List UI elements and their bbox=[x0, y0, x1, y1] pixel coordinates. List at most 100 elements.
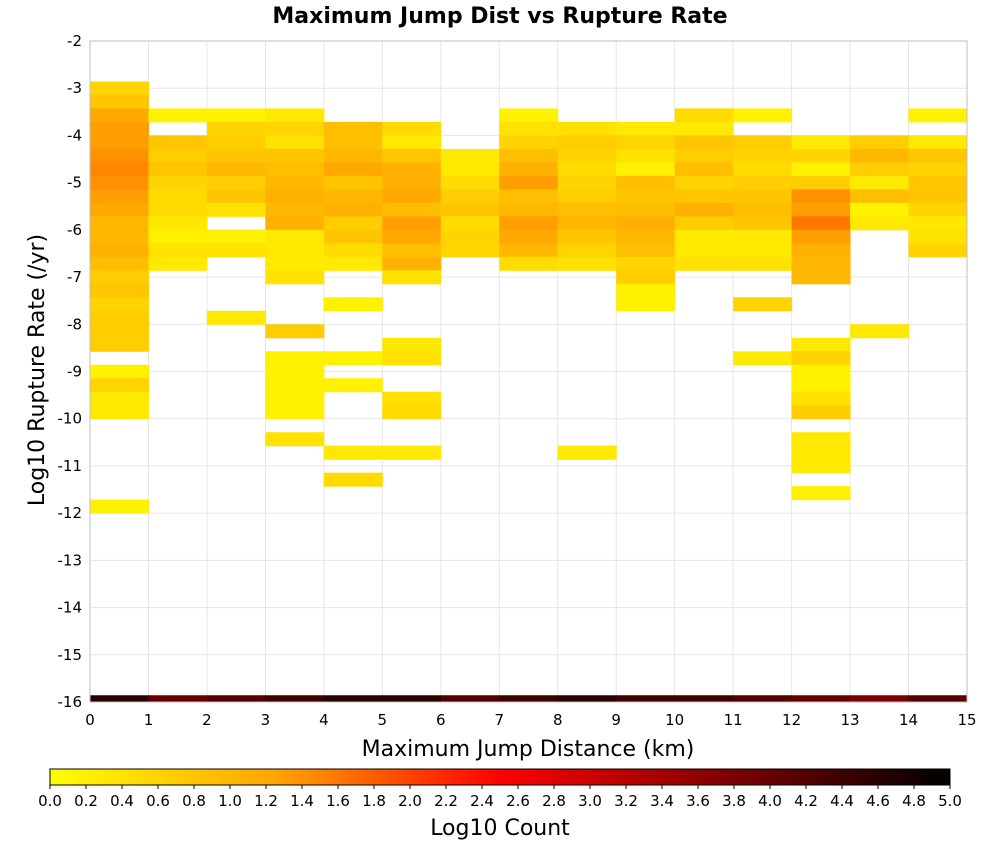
heatmap-cell bbox=[616, 121, 676, 136]
heatmap-cell bbox=[265, 108, 325, 123]
heatmap-cell bbox=[733, 216, 793, 231]
heatmap-cell bbox=[90, 81, 149, 96]
heatmap-cell bbox=[323, 121, 383, 136]
heatmap-cell bbox=[616, 216, 676, 231]
heatmap-cell bbox=[499, 243, 559, 258]
heatmap-cell bbox=[616, 283, 676, 298]
heatmap-cell bbox=[616, 148, 676, 163]
heatmap-cell bbox=[791, 162, 851, 177]
heatmap-cell bbox=[323, 175, 383, 190]
heatmap-cell bbox=[908, 202, 968, 217]
heatmap-cell bbox=[90, 364, 149, 379]
heatmap-cell bbox=[557, 445, 617, 460]
colorbar-tick-label: 3.2 bbox=[614, 792, 638, 810]
heatmap-cell bbox=[206, 229, 266, 244]
heatmap-cell bbox=[908, 695, 968, 703]
heatmap-cell bbox=[323, 351, 383, 366]
heatmap-cell bbox=[499, 695, 559, 703]
heatmap-cell bbox=[148, 202, 208, 217]
heatmap-cell bbox=[733, 695, 793, 703]
heatmap-cell bbox=[733, 135, 793, 150]
colorbar-tick-label: 4.2 bbox=[794, 792, 818, 810]
heatmap-cell bbox=[791, 270, 851, 285]
x-tick-label: 6 bbox=[436, 711, 446, 729]
heatmap-cell bbox=[674, 162, 734, 177]
heatmap-cell bbox=[908, 175, 968, 190]
heatmap-cell bbox=[323, 445, 383, 460]
x-tick-label: 11 bbox=[724, 711, 743, 729]
heatmap-cell bbox=[148, 256, 208, 271]
heatmap-cell bbox=[148, 162, 208, 177]
heatmap-cell bbox=[90, 378, 149, 393]
heatmap-cell bbox=[733, 148, 793, 163]
heatmap-cell bbox=[265, 189, 325, 204]
heatmap-cell bbox=[616, 270, 676, 285]
heatmap-cell bbox=[323, 378, 383, 393]
heatmap-cell bbox=[90, 148, 149, 163]
heatmap-cell bbox=[908, 216, 968, 231]
heatmap-cell bbox=[90, 189, 149, 204]
heatmap-cell bbox=[382, 202, 442, 217]
colorbar-tick-label: 1.0 bbox=[218, 792, 242, 810]
y-tick-label: -9 bbox=[67, 363, 82, 381]
heatmap-cell bbox=[265, 391, 325, 406]
heatmap-cell bbox=[557, 216, 617, 231]
heatmap-cell bbox=[206, 162, 266, 177]
heatmap-cell bbox=[733, 175, 793, 190]
colorbar-tick-label: 1.4 bbox=[290, 792, 314, 810]
heatmap-cell bbox=[908, 189, 968, 204]
heatmap-cell bbox=[148, 229, 208, 244]
heatmap-cell bbox=[382, 148, 442, 163]
heatmap-cell bbox=[265, 135, 325, 150]
heatmap-cell bbox=[206, 148, 266, 163]
colorbar-tick-label: 2.0 bbox=[398, 792, 422, 810]
heatmap-cell bbox=[382, 351, 442, 366]
heatmap-cell bbox=[850, 175, 910, 190]
heatmap-cell bbox=[382, 270, 442, 285]
heatmap-cell bbox=[323, 695, 383, 703]
heatmap-cell bbox=[850, 162, 910, 177]
heatmap-cell bbox=[791, 486, 851, 501]
x-tick-label: 4 bbox=[319, 711, 329, 729]
heatmap-cell bbox=[90, 337, 149, 352]
heatmap-cell bbox=[674, 121, 734, 136]
y-tick-label: -2 bbox=[67, 32, 82, 50]
heatmap-cell bbox=[382, 121, 442, 136]
heatmap-cell bbox=[323, 229, 383, 244]
heatmap-cell bbox=[791, 364, 851, 379]
heatmap-cell bbox=[265, 216, 325, 231]
heatmap-cell bbox=[382, 162, 442, 177]
heatmap-cell bbox=[908, 243, 968, 258]
heatmap-cell bbox=[440, 189, 500, 204]
heatmap-cell bbox=[90, 135, 149, 150]
heatmap-cell bbox=[148, 243, 208, 258]
heatmap-cell bbox=[148, 148, 208, 163]
heatmap-cell bbox=[791, 189, 851, 204]
heatmap-cell bbox=[908, 108, 968, 123]
heatmap-cell bbox=[791, 243, 851, 258]
y-tick-label: -12 bbox=[58, 504, 83, 522]
heatmap-cell bbox=[791, 229, 851, 244]
heatmap-cell bbox=[206, 202, 266, 217]
heatmap-cell bbox=[440, 216, 500, 231]
heatmap-cell bbox=[557, 121, 617, 136]
heatmap-cell bbox=[265, 175, 325, 190]
heatmap-cell bbox=[791, 148, 851, 163]
heatmap-cell bbox=[90, 695, 149, 703]
colorbar-tick-label: 4.6 bbox=[866, 792, 890, 810]
heatmap-cell bbox=[674, 229, 734, 244]
heatmap-cell bbox=[382, 256, 442, 271]
heatmap-cell bbox=[557, 243, 617, 258]
heatmap-cell bbox=[850, 695, 910, 703]
heatmap-cell bbox=[557, 202, 617, 217]
heatmap-cell bbox=[616, 202, 676, 217]
heatmap-cell bbox=[908, 229, 968, 244]
heatmap-cell bbox=[791, 202, 851, 217]
heatmap-cell bbox=[90, 256, 149, 271]
heatmap-cell bbox=[90, 297, 149, 312]
heatmap-cell bbox=[674, 189, 734, 204]
x-tick-label: 3 bbox=[261, 711, 271, 729]
heatmap-cell bbox=[674, 108, 734, 123]
heatmap-cell bbox=[674, 216, 734, 231]
heatmap-cell bbox=[323, 243, 383, 258]
